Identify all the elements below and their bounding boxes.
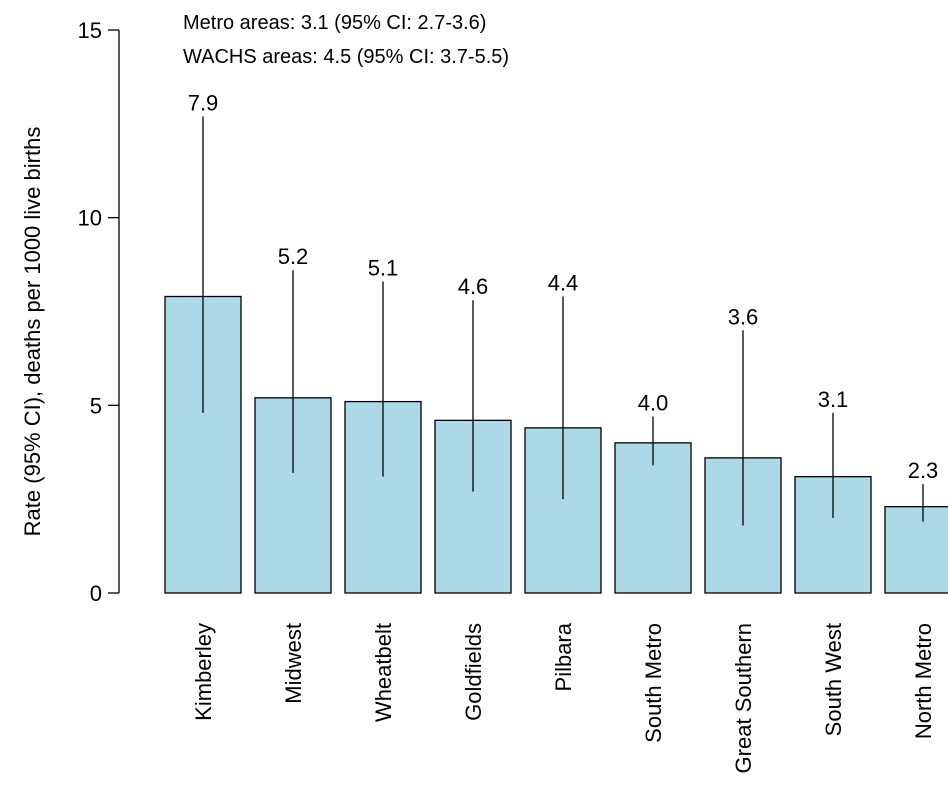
y-axis-title: Rate (95% CI), deaths per 1000 live birt… <box>20 127 45 537</box>
category-labels-group: Kimberley Midwest Wheatbelt Goldfields Pilba… <box>191 622 936 773</box>
bar-north-metro <box>884 506 948 594</box>
y-axis: 0 5 10 15 <box>78 18 120 606</box>
error-bars-group <box>202 116 924 526</box>
y-tick-label: 10 <box>78 206 102 231</box>
value-label: 5.2 <box>278 244 309 269</box>
category-label: South Metro <box>641 623 666 743</box>
value-labels-group: 7.9 5.2 5.1 4.6 4.4 4.0 3.6 3.1 2.3 <box>188 90 939 483</box>
value-label: 2.3 <box>908 458 939 483</box>
category-label: Wheatbelt <box>371 623 396 722</box>
annotation-wachs: WACHS areas: 4.5 (95% CI: 3.7-5.5) <box>183 46 509 68</box>
value-label: 4.0 <box>638 391 669 416</box>
value-label: 5.1 <box>368 255 399 280</box>
value-label: 4.6 <box>458 274 489 299</box>
category-label: Great Southern <box>731 623 756 773</box>
category-label: North Metro <box>911 623 936 739</box>
y-tick-label: 15 <box>78 18 102 43</box>
value-label: 4.4 <box>548 270 579 295</box>
value-label: 3.6 <box>728 304 759 329</box>
bar-midwest <box>254 397 332 594</box>
value-label: 3.1 <box>818 387 849 412</box>
y-tick-label: 5 <box>90 393 102 418</box>
value-label: 7.9 <box>188 90 219 115</box>
bars-group <box>164 295 948 594</box>
annotation-metro: Metro areas: 3.1 (95% CI: 2.7-3.6) <box>183 12 486 34</box>
category-label: Midwest <box>281 623 306 704</box>
category-label: Kimberley <box>191 623 216 721</box>
category-label: Pilbara <box>551 622 576 691</box>
category-label: South West <box>821 623 846 736</box>
y-tick-label: 0 <box>90 581 102 606</box>
category-label: Goldfields <box>461 623 486 721</box>
